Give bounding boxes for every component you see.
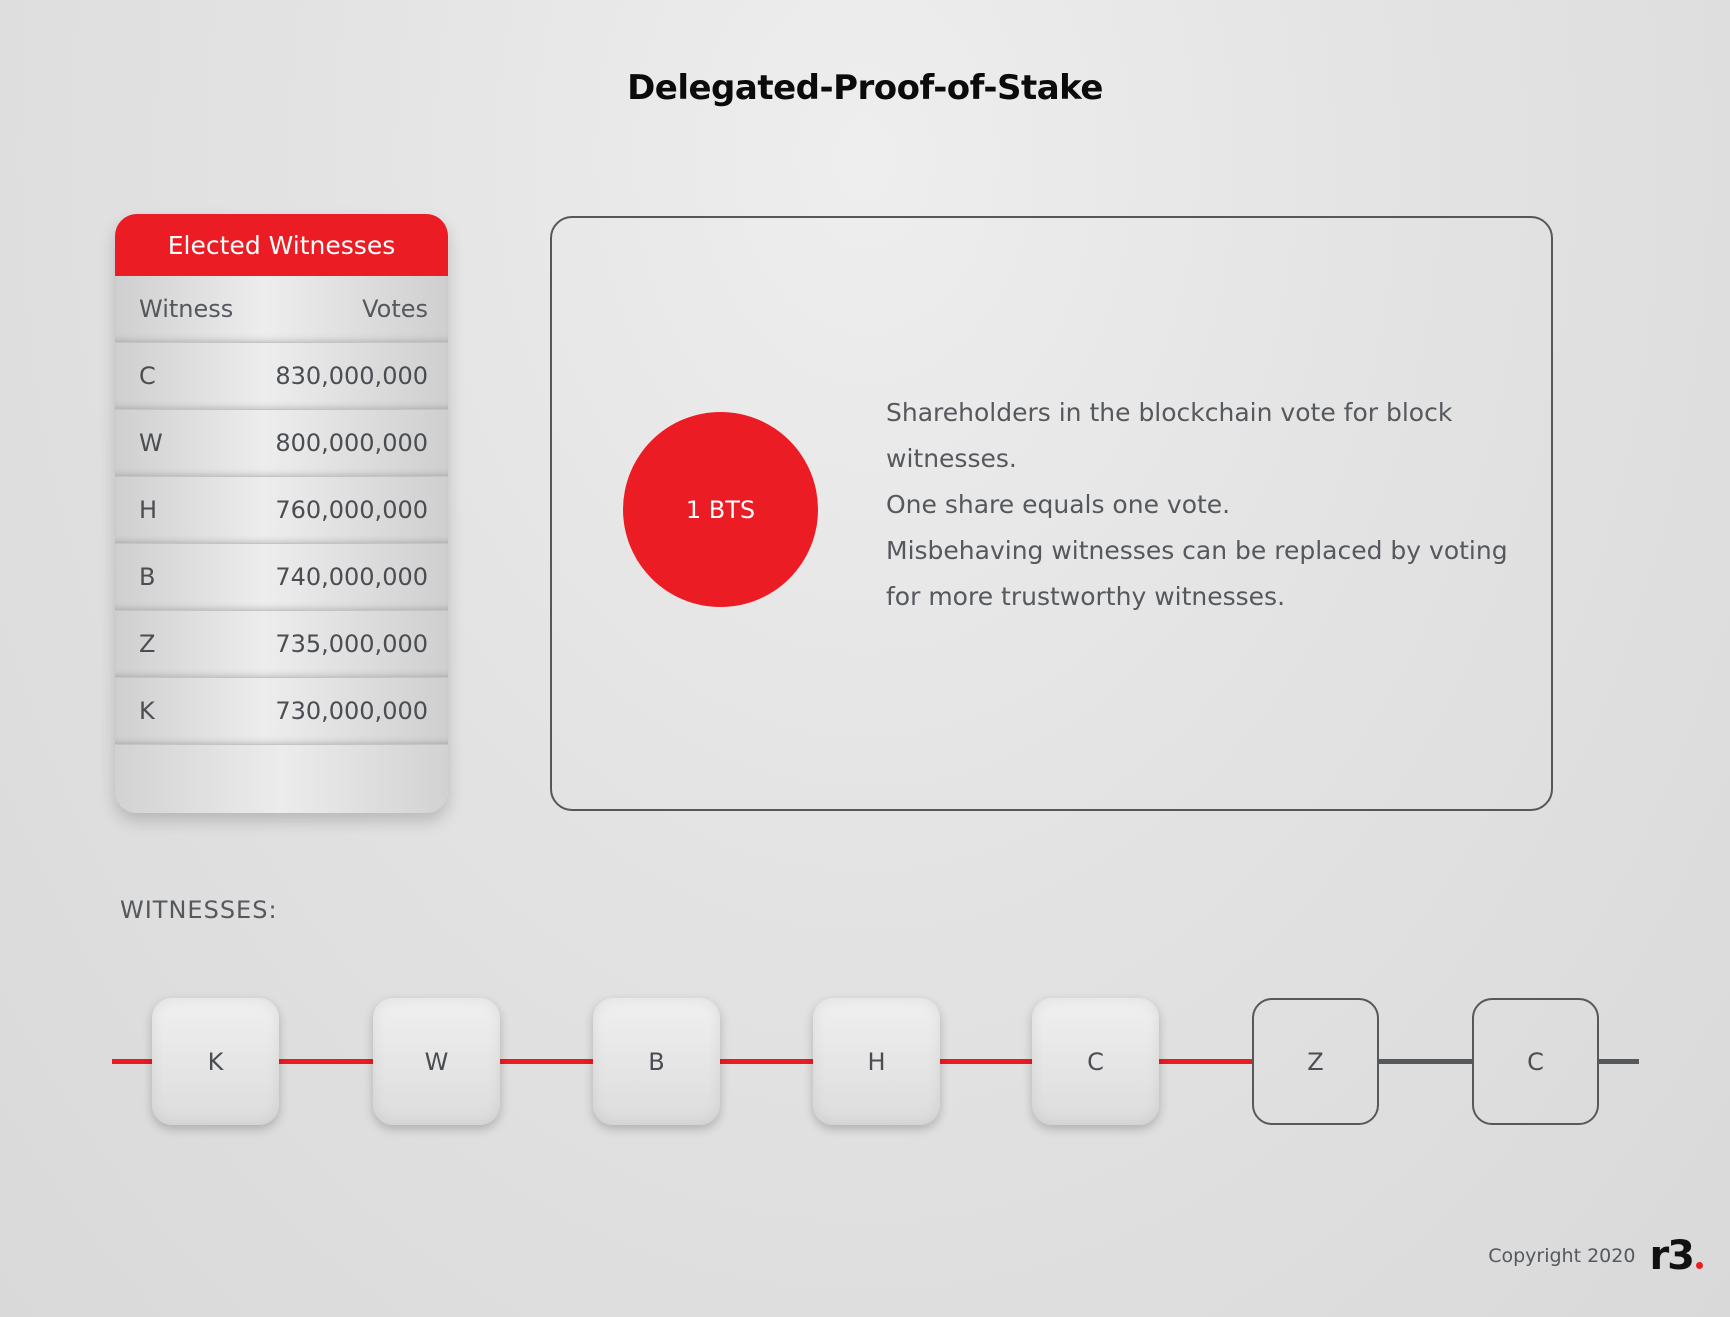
logo-text: r3 — [1649, 1233, 1695, 1279]
description-line: One share equals one vote. — [886, 490, 1231, 519]
r3-logo: r3 — [1649, 1233, 1703, 1279]
table-column-headers: Witness Votes — [115, 276, 448, 343]
witness-votes: 730,000,000 — [275, 697, 428, 725]
witness-block-pending: Z — [1252, 998, 1379, 1125]
table-row: B 740,000,000 — [115, 544, 448, 611]
witness-votes: 760,000,000 — [275, 496, 428, 524]
page-title: Delegated-Proof-of-Stake — [627, 68, 1103, 108]
witness-name: H — [139, 496, 158, 524]
chain-connector — [500, 1059, 593, 1064]
footer: Copyright 2020 r3 — [1488, 1233, 1703, 1279]
table-row: K 730,000,000 — [115, 678, 448, 745]
logo-dot-icon — [1696, 1262, 1703, 1269]
table-header: Elected Witnesses — [115, 214, 448, 276]
chain-connector — [279, 1059, 373, 1064]
chain-connector — [112, 1059, 152, 1064]
chain-connector — [939, 1059, 1032, 1064]
column-votes: Votes — [362, 295, 428, 323]
witness-votes: 735,000,000 — [275, 630, 428, 658]
chain-connector — [1599, 1059, 1639, 1064]
table-row: H 760,000,000 — [115, 477, 448, 544]
witness-name: W — [139, 429, 163, 457]
chain-connector — [1159, 1059, 1252, 1064]
description-text: Shareholders in the blockchain vote for … — [886, 390, 1526, 620]
witness-votes: 740,000,000 — [275, 563, 428, 591]
witness-name: Z — [139, 630, 156, 658]
witness-block: C — [1032, 998, 1159, 1125]
witness-block: B — [593, 998, 720, 1125]
witness-block: W — [373, 998, 500, 1125]
witnesses-label: WITNESSES: — [120, 896, 278, 924]
witness-name: B — [139, 563, 156, 591]
witness-block-pending: C — [1472, 998, 1599, 1125]
table-row: Z 735,000,000 — [115, 611, 448, 678]
chain-connector — [719, 1059, 813, 1064]
table-row: C 830,000,000 — [115, 343, 448, 410]
description-line: Misbehaving witnesses can be replaced by… — [886, 536, 1508, 611]
info-panel — [550, 216, 1553, 811]
elected-witnesses-table: Elected Witnesses Witness Votes C 830,00… — [115, 214, 448, 813]
description-line: Shareholders in the blockchain vote for … — [886, 398, 1453, 473]
witness-votes: 830,000,000 — [275, 362, 428, 390]
column-witness: Witness — [139, 295, 234, 323]
witness-block: K — [152, 998, 279, 1125]
witness-name: C — [139, 362, 156, 390]
table-row: W 800,000,000 — [115, 410, 448, 477]
witness-votes: 800,000,000 — [275, 429, 428, 457]
chain-connector — [1379, 1059, 1472, 1064]
witness-name: K — [139, 697, 155, 725]
copyright-text: Copyright 2020 — [1488, 1245, 1636, 1267]
witness-block: H — [813, 998, 940, 1125]
bts-token-circle: 1 BTS — [623, 412, 818, 607]
